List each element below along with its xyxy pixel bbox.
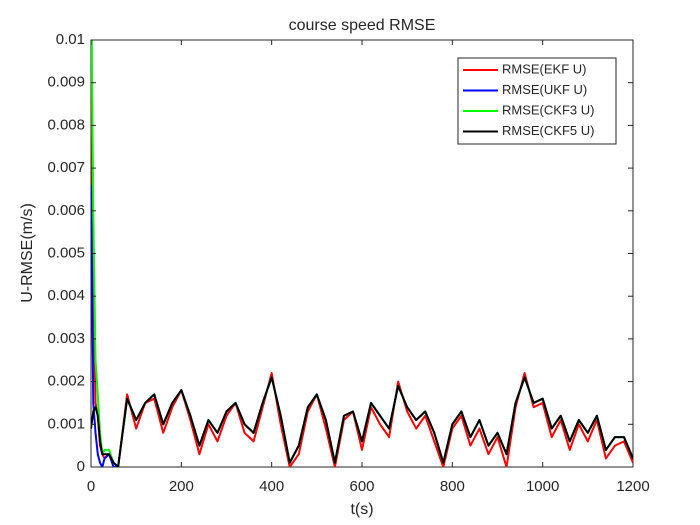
y-tick-label: 0.004 [47, 287, 85, 304]
y-tick-label: 0 [77, 458, 85, 475]
x-axis-label: t(s) [350, 501, 373, 518]
y-tick-label: 0.007 [47, 159, 85, 176]
y-tick-label: 0.009 [47, 74, 85, 91]
y-tick-label: 0.003 [47, 330, 85, 347]
y-tick-label: 0.008 [47, 116, 85, 133]
x-tick-label: 800 [440, 478, 465, 495]
legend-label: RMSE(CKF5 U) [502, 123, 594, 138]
x-tick-label: 400 [259, 478, 284, 495]
y-tick-label: 0.005 [47, 244, 85, 261]
y-tick-label: 0.006 [47, 202, 85, 219]
x-tick-label: 0 [87, 478, 95, 495]
legend-label: RMSE(CKF3 U) [502, 102, 594, 117]
legend-label: RMSE(EKF U) [502, 61, 587, 76]
legend-box [457, 57, 617, 145]
legend-label: RMSE(UKF U) [502, 82, 587, 97]
x-tick-label: 1200 [616, 478, 649, 495]
x-tick-label: 1000 [526, 478, 559, 495]
y-tick-label: 0.002 [47, 373, 85, 390]
chart-title: course speed RMSE [289, 17, 436, 34]
x-tick-label: 200 [169, 478, 194, 495]
y-axis-label: U-RMSE(m/s) [19, 203, 36, 303]
x-tick-label: 600 [349, 478, 374, 495]
lines [91, 40, 633, 467]
series-line [91, 376, 633, 467]
y-tick-label: 0.001 [47, 415, 85, 432]
y-tick-label: 0.01 [56, 31, 85, 48]
series-line [91, 40, 633, 467]
